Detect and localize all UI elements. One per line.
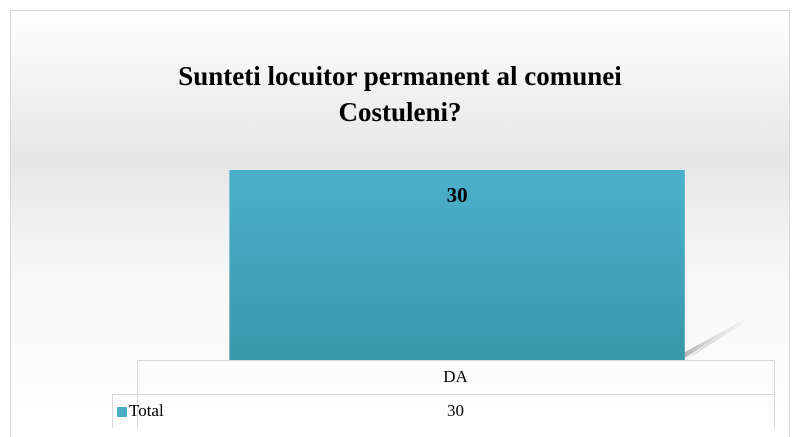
bar [229,170,685,360]
legend-label: Total [129,401,164,420]
table-value: 30 [447,401,464,420]
x-tick-label: DA [443,367,468,386]
legend-key [117,407,127,417]
bar-shadow [684,315,753,358]
data-label: 30 [447,183,468,207]
chart-title: Sunteti locuitor permanent al comunei Co… [178,61,622,127]
